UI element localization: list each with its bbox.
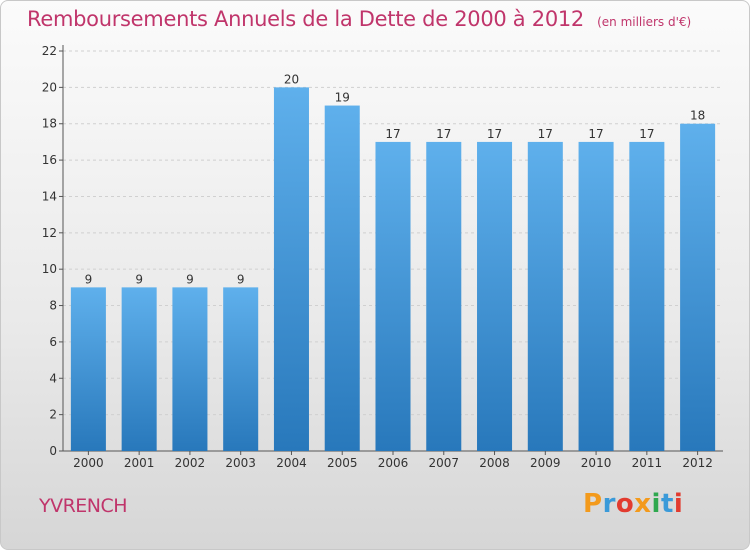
y-tick-label: 22 [42,44,57,58]
x-tick-label: 2011 [632,456,663,470]
logo-letter: x [634,489,652,519]
data-label: 18 [690,109,705,123]
bar [324,105,360,451]
bar [172,287,208,451]
x-tick-label: 2008 [479,456,510,470]
x-tick-label: 2005 [327,456,358,470]
bar [426,141,462,451]
x-tick-label: 2000 [73,456,104,470]
y-tick-label: 6 [49,335,57,349]
y-tick-label: 8 [49,299,57,313]
bar [629,141,665,451]
data-label: 9 [135,272,143,286]
x-tick-label: 2001 [124,456,155,470]
proxiti-logo[interactable]: Proxiti [583,489,683,519]
x-tick-label: 2010 [581,456,612,470]
chart-title: Remboursements Annuels de la Dette de 20… [27,7,584,31]
y-tick-label: 12 [42,226,57,240]
x-tick-label: 2004 [276,456,307,470]
logo-letter: P [583,489,603,519]
data-label: 17 [538,127,553,141]
data-label: 17 [588,127,603,141]
bar [680,123,716,452]
y-tick-label: 2 [49,408,57,422]
bar [223,287,259,451]
y-tick-label: 14 [42,189,57,203]
data-label: 9 [237,272,245,286]
data-label: 9 [186,272,194,286]
data-label: 17 [385,127,400,141]
bar [477,141,513,451]
y-tick-label: 10 [42,262,57,276]
data-label: 17 [436,127,451,141]
data-label: 19 [335,91,350,105]
data-label: 20 [284,72,299,86]
logo-letter: t [660,489,674,519]
data-label: 9 [85,272,93,286]
x-tick-label: 2009 [530,456,561,470]
bar [121,287,157,451]
logo-letter: o [615,489,635,519]
logo-letter: i [651,489,661,519]
x-tick-label: 2012 [682,456,713,470]
bars [70,87,716,452]
x-tick-label: 2007 [428,456,459,470]
chart-subtitle: (en milliers d'€) [597,15,692,29]
x-tick-label: 2002 [175,456,206,470]
logo-letter: r [602,489,616,519]
title-row: Remboursements Annuels de la Dette de 20… [27,7,691,31]
y-tick-label: 0 [49,444,57,458]
labels: 0 2 4 6 8 10 12 14 16 18 20 22 2000 9 2001 9 2002 9 2003 9 2… [42,44,713,470]
logo-letter: i [673,489,684,519]
y-tick-label: 4 [49,371,57,385]
x-tick-label: 2003 [225,456,256,470]
bar [527,141,563,451]
bar [578,141,614,451]
bar [70,287,106,451]
commune-name: YVRENCH [39,495,128,517]
data-label: 17 [639,127,654,141]
bar [273,87,309,451]
y-tick-label: 16 [42,153,57,167]
bar [375,141,411,451]
y-tick-label: 20 [42,80,57,94]
data-label: 17 [487,127,502,141]
y-tick-label: 18 [42,117,57,131]
x-tick-label: 2006 [378,456,409,470]
